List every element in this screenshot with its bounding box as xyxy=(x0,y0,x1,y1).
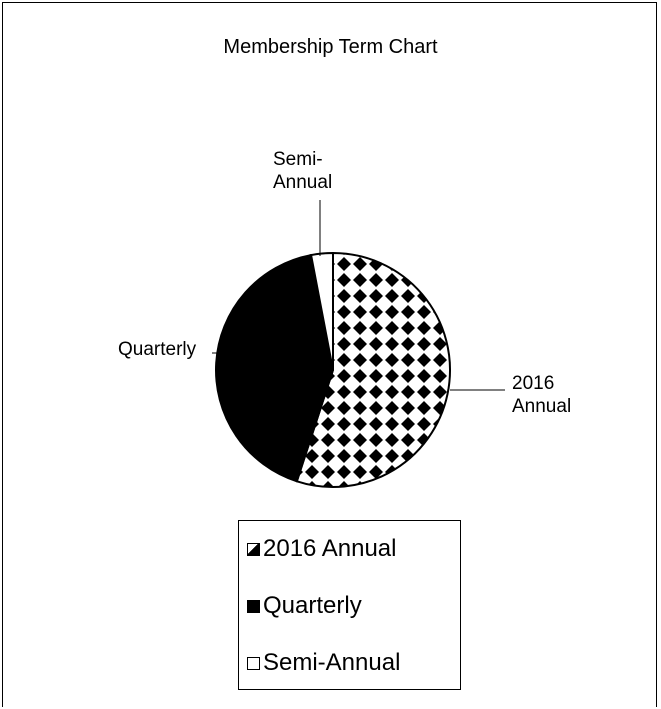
data-label: Semi-Annual xyxy=(273,149,333,193)
pie-slice xyxy=(295,251,451,488)
pie-slice xyxy=(215,253,335,483)
data-label: 2016 Annual xyxy=(512,373,572,417)
legend-item: 2016 Annual xyxy=(247,535,396,563)
legend-swatch xyxy=(247,542,260,556)
legend-label: Semi-Annual xyxy=(263,649,401,676)
data-label: Quarterly xyxy=(118,339,197,360)
pie-slice xyxy=(309,251,334,371)
legend-swatch xyxy=(247,599,260,613)
legend-item: Semi-Annual xyxy=(247,649,400,677)
legend-label: 2016 Annual xyxy=(263,535,397,562)
legend-label: Quarterly xyxy=(263,592,362,619)
legend-item: Quarterly xyxy=(247,592,362,620)
legend: 2016 Annual Quarterly Semi-Annual xyxy=(238,520,461,690)
chart-title: Membership Term Chart xyxy=(223,36,438,58)
legend-swatch xyxy=(247,656,260,670)
